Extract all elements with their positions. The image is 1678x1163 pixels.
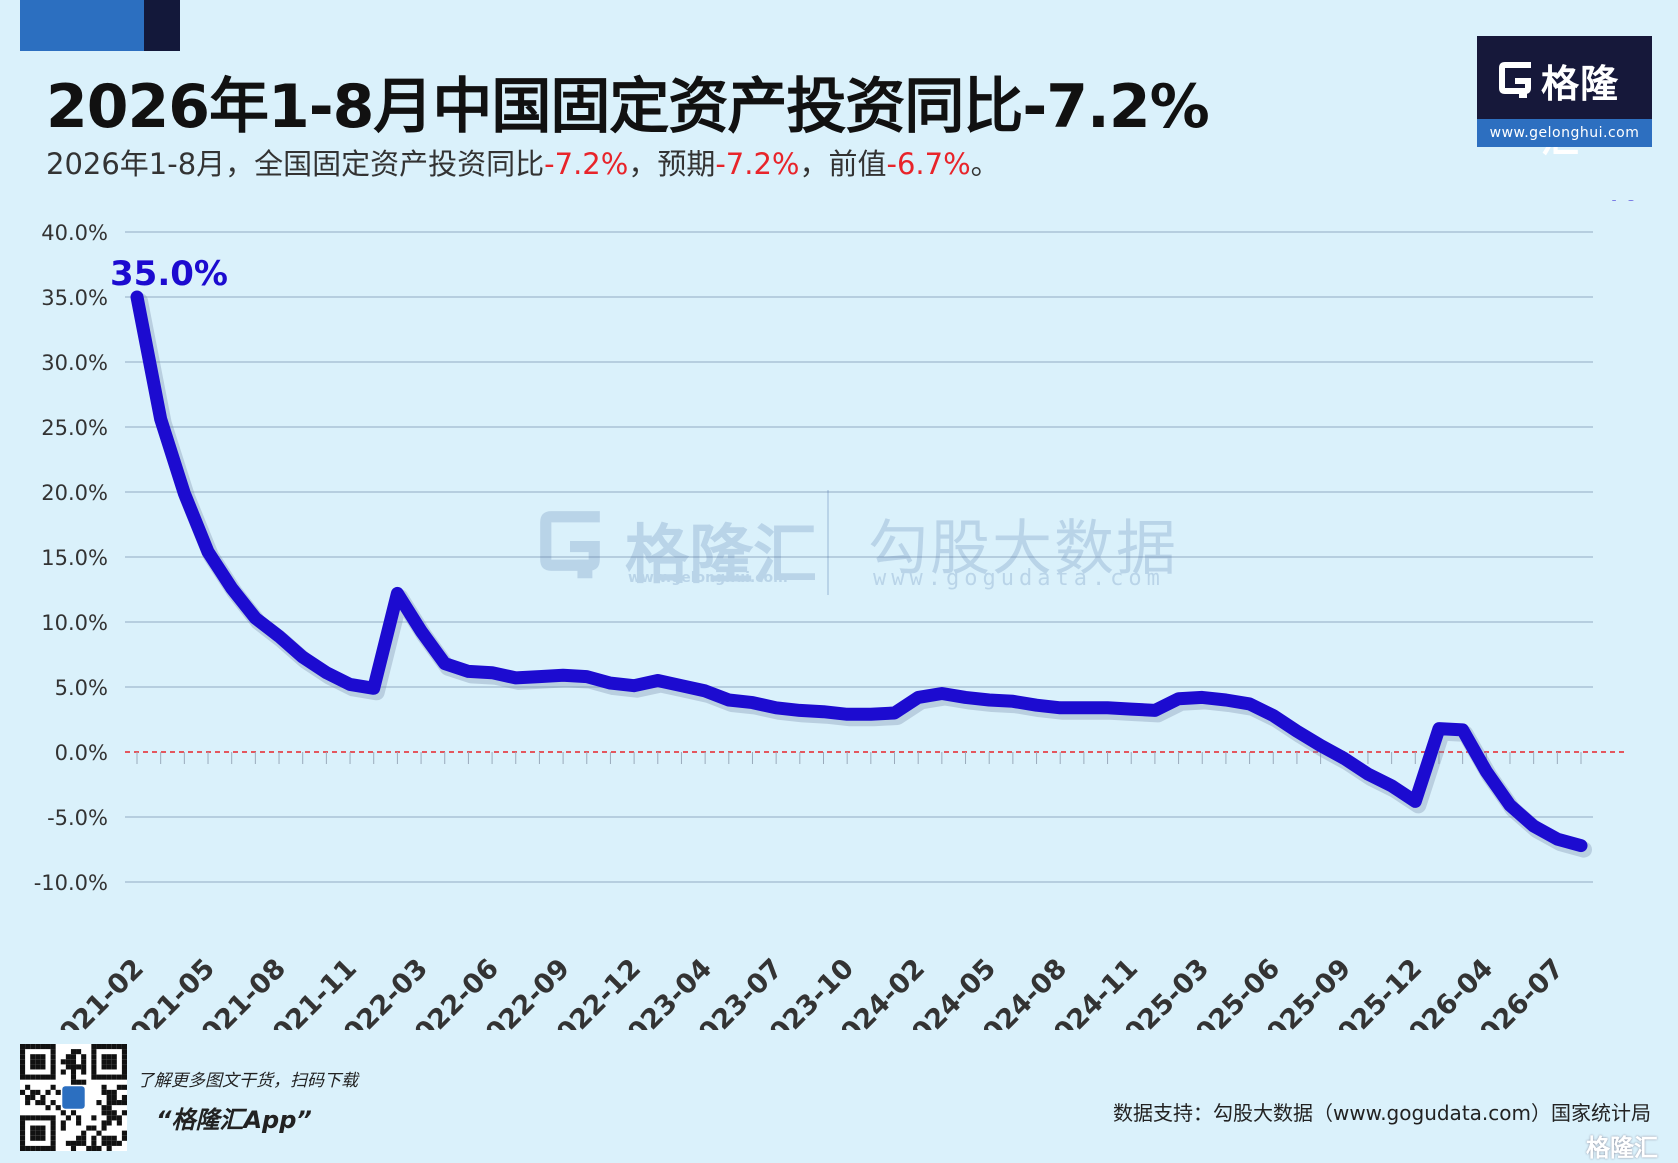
- y-tick-label: 40.0%: [41, 221, 108, 245]
- data-label: 35.0%: [110, 254, 228, 294]
- subtitle-text: ，预期: [628, 147, 716, 181]
- logo-url: www.gelonghui.com: [1477, 119, 1652, 147]
- g-logo-icon: [1499, 62, 1531, 98]
- gelonghui-logo: 格隆汇 www.gelonghui.com: [1477, 36, 1652, 161]
- y-tick-label: 5.0%: [55, 676, 108, 700]
- series-line: [130, 290, 1588, 853]
- chart-subtitle: 2026年1-8月，全国固定资产投资同比-7.2%，预期-7.2%，前值-6.7…: [46, 141, 1000, 183]
- y-tick-label: 35.0%: [41, 286, 108, 310]
- y-tick-label: 15.0%: [41, 546, 108, 570]
- data-source: 数据支持：勾股大数据（www.gogudata.com）国家统计局: [1112, 1101, 1651, 1125]
- header-accent-dark: [144, 0, 180, 51]
- line-chart: 40.0%35.0%30.0%25.0%20.0%15.0%10.0%5.0%0…: [34, 200, 1639, 1030]
- y-tick-label: -5.0%: [47, 806, 108, 830]
- subtitle-text: 2026年1-8月，全国固定资产投资同比: [46, 147, 545, 181]
- qr-caption: 了解更多图文干货，扫码下载: [137, 1071, 358, 1091]
- y-tick-label: 0.0%: [55, 741, 108, 765]
- subtitle-text: 。: [970, 147, 1000, 181]
- y-tick-label: -10.0%: [34, 871, 108, 895]
- corner-watermark: 格隆汇: [1586, 1134, 1658, 1162]
- y-tick-label: 30.0%: [41, 351, 108, 375]
- y-tick-label: 25.0%: [41, 416, 108, 440]
- y-tick-label: 10.0%: [41, 611, 108, 635]
- y-tick-label: 20.0%: [41, 481, 108, 505]
- subtitle-text: ，前值: [799, 147, 887, 181]
- subtitle-value: -6.7%: [886, 147, 971, 181]
- subtitle-value: -7.2%: [715, 147, 800, 181]
- qr-app-name: “格隆汇App”: [156, 1106, 312, 1134]
- qr-code-icon[interactable]: [20, 1044, 127, 1151]
- chart-title: 2026年1-8月中国固定资产投资同比-7.2%: [46, 72, 1210, 142]
- header-accent-blue: [20, 0, 144, 51]
- subtitle-value: -7.2%: [544, 147, 629, 181]
- data-label: -7.2%: [1530, 200, 1638, 209]
